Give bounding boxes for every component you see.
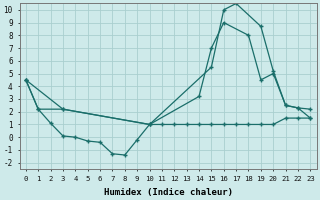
X-axis label: Humidex (Indice chaleur): Humidex (Indice chaleur): [104, 188, 233, 197]
